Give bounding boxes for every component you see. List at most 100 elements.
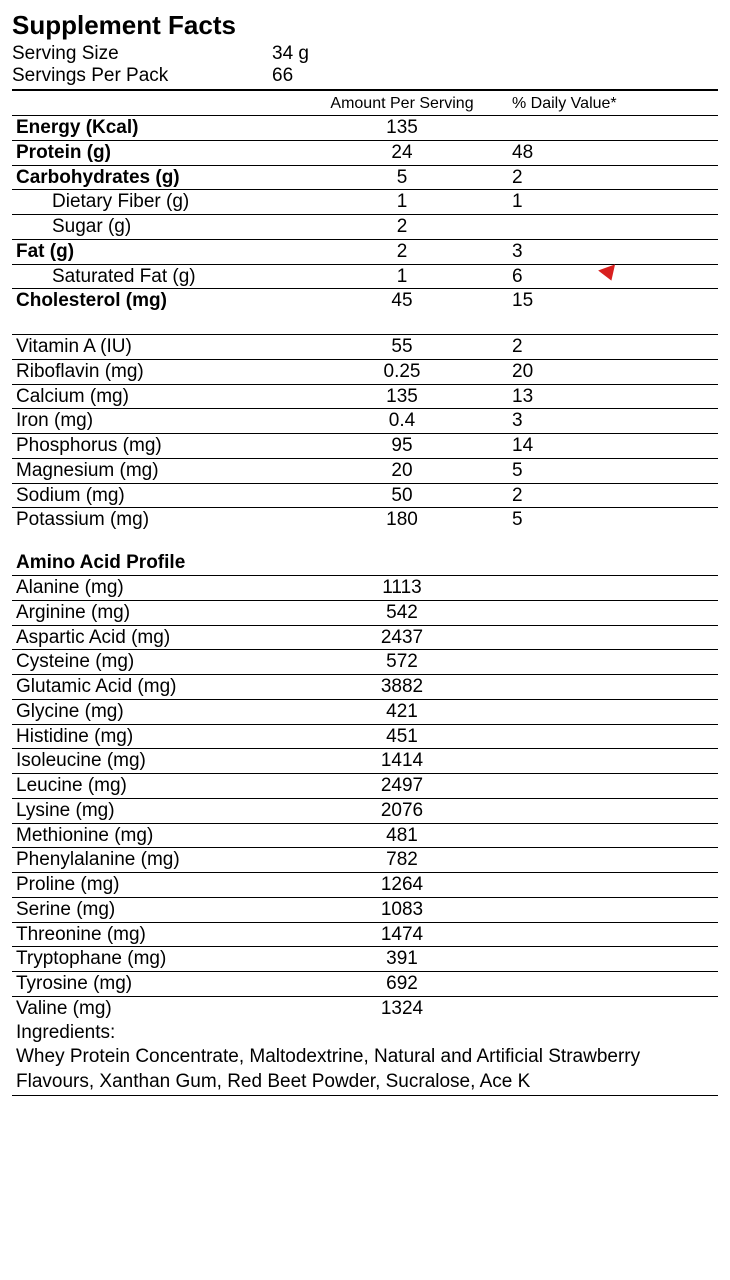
ingredients-label: Ingredients: (16, 1022, 115, 1043)
amino-name: Glycine (mg) (12, 700, 312, 724)
vitamin-name: Calcium (mg) (12, 385, 312, 409)
amino-amount: 542 (312, 601, 492, 625)
vitamin-dv: 3 (492, 409, 642, 433)
nutrient-amount: 135 (312, 116, 492, 140)
amino-amount: 1264 (312, 873, 492, 897)
amino-row: Cysteine (mg)572 (12, 650, 718, 675)
header-amount: Amount Per Serving (312, 95, 492, 113)
amino-dv (492, 650, 642, 674)
amino-amount: 481 (312, 824, 492, 848)
vitamin-row: Potassium (mg)1805 (12, 508, 718, 532)
nutrient-dv: 3 (492, 240, 642, 264)
amino-dv (492, 675, 642, 699)
nutrient-name: Cholesterol (mg) (12, 289, 312, 313)
nutrient-name: Energy (Kcal) (12, 116, 312, 140)
amino-row: Threonine (mg)1474 (12, 923, 718, 948)
amino-name: Lysine (mg) (12, 799, 312, 823)
amino-dv (492, 997, 642, 1021)
amino-amount: 451 (312, 725, 492, 749)
amino-name: Leucine (mg) (12, 774, 312, 798)
amino-amount: 692 (312, 972, 492, 996)
amino-dv (492, 749, 642, 773)
vitamin-row: Iron (mg)0.43 (12, 409, 718, 434)
nutrient-dv (492, 116, 642, 140)
nutrient-dv: 48 (492, 141, 642, 165)
servings-per-pack-value: 66 (272, 65, 293, 87)
header-dv: % Daily Value* (492, 95, 642, 113)
amino-dv (492, 601, 642, 625)
amino-row: Leucine (mg)2497 (12, 774, 718, 799)
amino-row: Aspartic Acid (mg)2437 (12, 626, 718, 651)
ingredients-text: Whey Protein Concentrate, Maltodextrine,… (16, 1046, 640, 1092)
nutrient-amount: 2 (312, 240, 492, 264)
nutrient-name: Protein (g) (12, 141, 312, 165)
amino-row: Tyrosine (mg)692 (12, 972, 718, 997)
amino-dv (492, 923, 642, 947)
vitamin-row: Phosphorus (mg)9514 (12, 434, 718, 459)
amino-dv (492, 799, 642, 823)
amino-amount: 1474 (312, 923, 492, 947)
vitamin-amount: 50 (312, 484, 492, 508)
nutrient-amount: 45 (312, 289, 492, 313)
vitamin-amount: 95 (312, 434, 492, 458)
amino-row: Tryptophane (mg)391 (12, 947, 718, 972)
amino-name: Methionine (mg) (12, 824, 312, 848)
amino-row: Isoleucine (mg)1414 (12, 749, 718, 774)
amino-row: Arginine (mg)542 (12, 601, 718, 626)
amino-name: Arginine (mg) (12, 601, 312, 625)
vitamin-name: Magnesium (mg) (12, 459, 312, 483)
amino-row: Glutamic Acid (mg)3882 (12, 675, 718, 700)
servings-per-pack-row: Servings Per Pack 66 (12, 65, 718, 87)
nutrient-amount: 1 (312, 265, 492, 289)
amino-name: Glutamic Acid (mg) (12, 675, 312, 699)
vitamin-dv: 20 (492, 360, 642, 384)
vitamin-dv: 2 (492, 484, 642, 508)
amino-row: Phenylalanine (mg)782 (12, 848, 718, 873)
vitamin-amount: 0.25 (312, 360, 492, 384)
vitamin-name: Iron (mg) (12, 409, 312, 433)
vitamin-dv: 13 (492, 385, 642, 409)
vitamin-amount: 20 (312, 459, 492, 483)
amino-dv (492, 947, 642, 971)
amino-row: Serine (mg)1083 (12, 898, 718, 923)
column-headers: Amount Per Serving % Daily Value* (12, 91, 718, 116)
panel-title: Supplement Facts (12, 10, 718, 41)
amino-name: Tyrosine (mg) (12, 972, 312, 996)
amino-dv (492, 873, 642, 897)
nutrient-amount: 24 (312, 141, 492, 165)
nutrient-row: Protein (g)2448 (12, 141, 718, 166)
nutrient-dv: 1 (492, 190, 642, 214)
vitamin-row: Magnesium (mg)205 (12, 459, 718, 484)
nutrient-name: Fat (g) (12, 240, 312, 264)
amino-name: Proline (mg) (12, 873, 312, 897)
amino-amount: 1414 (312, 749, 492, 773)
ingredients: Ingredients: Whey Protein Concentrate, M… (12, 1021, 718, 1096)
amino-name: Alanine (mg) (12, 576, 312, 600)
nutrient-dv: 15 (492, 289, 642, 313)
section-gap (12, 313, 718, 335)
amino-dv (492, 774, 642, 798)
nutrient-row: Cholesterol (mg)4515 (12, 289, 718, 313)
amino-amount: 572 (312, 650, 492, 674)
nutrient-amount: 1 (312, 190, 492, 214)
main-nutrients-section: Energy (Kcal)135Protein (g)2448Carbohydr… (12, 116, 718, 313)
serving-size-value: 34 g (272, 43, 309, 65)
amino-name: Valine (mg) (12, 997, 312, 1021)
vitamin-row: Riboflavin (mg)0.2520 (12, 360, 718, 385)
nutrient-name: Dietary Fiber (g) (12, 190, 312, 214)
amino-amount: 1083 (312, 898, 492, 922)
vitamin-amount: 55 (312, 335, 492, 359)
amino-amount: 3882 (312, 675, 492, 699)
vitamin-amount: 180 (312, 508, 492, 532)
vitamin-amount: 0.4 (312, 409, 492, 433)
vitamin-amount: 135 (312, 385, 492, 409)
amino-dv (492, 576, 642, 600)
nutrient-name: Carbohydrates (g) (12, 166, 312, 190)
amino-amount: 2497 (312, 774, 492, 798)
nutrient-row: Sugar (g)2 (12, 215, 718, 240)
amino-row: Glycine (mg)421 (12, 700, 718, 725)
amino-amount: 2076 (312, 799, 492, 823)
vitamins-section: Vitamin A (IU)552Riboflavin (mg)0.2520Ca… (12, 335, 718, 532)
nutrient-name: Sugar (g) (12, 215, 312, 239)
servings-per-pack-label: Servings Per Pack (12, 65, 272, 87)
